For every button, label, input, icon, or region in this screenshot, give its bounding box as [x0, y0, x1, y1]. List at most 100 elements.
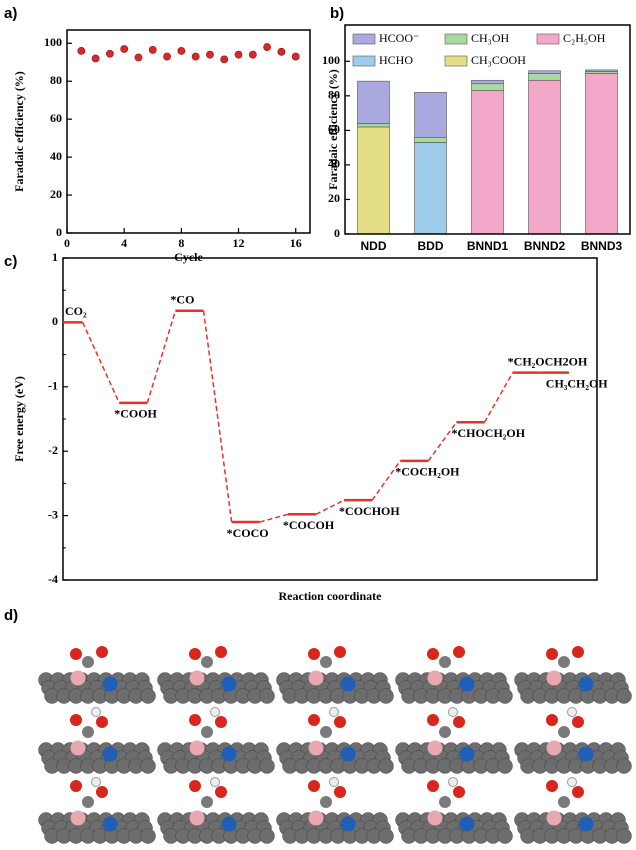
legend-label: CH₃OH	[471, 31, 510, 45]
atom-o	[96, 786, 108, 798]
connector	[483, 372, 514, 423]
atom-b	[427, 810, 443, 826]
snapshot	[276, 707, 394, 774]
atom	[616, 828, 632, 844]
snapshot	[395, 707, 513, 774]
atom-h	[448, 707, 458, 717]
y-tick-label: 80	[50, 73, 62, 87]
snapshot	[514, 777, 632, 844]
panel-label: b)	[330, 5, 344, 22]
atom	[259, 688, 275, 704]
y-tick-label: 20	[50, 187, 62, 201]
atom	[497, 688, 513, 704]
y-tick-label: -2	[48, 443, 58, 457]
atom	[616, 688, 632, 704]
atom-o	[572, 646, 584, 658]
atom-o	[308, 780, 320, 792]
connector	[202, 310, 233, 523]
y-tick-label: 40	[50, 149, 62, 163]
atom-o	[308, 714, 320, 726]
snapshot	[514, 707, 632, 774]
atom	[497, 828, 513, 844]
bar-segment	[528, 79, 561, 235]
atom-c	[82, 726, 94, 738]
state-label: *COCHOH	[339, 504, 400, 518]
atom-o	[215, 646, 227, 658]
atom-n	[102, 746, 118, 762]
atom-h	[329, 707, 339, 717]
legend-label: C₂H₅OH	[563, 31, 606, 45]
y-tick-label: 20	[328, 191, 340, 205]
atom-n	[221, 746, 237, 762]
legend-label: HCHO	[379, 53, 413, 67]
atom-b	[189, 670, 205, 686]
snapshot	[395, 646, 513, 704]
atom-c	[558, 726, 570, 738]
bar-segment	[471, 90, 504, 235]
point	[148, 46, 157, 54]
atom-o	[334, 786, 346, 798]
y-tick-label: -3	[48, 507, 58, 521]
connector	[146, 310, 177, 404]
atom	[378, 688, 394, 704]
atom-b	[308, 670, 324, 686]
atom-c	[439, 726, 451, 738]
y-axis-label: Faradaic efficiency (%)	[326, 69, 340, 190]
atom-b	[189, 810, 205, 826]
atom-c	[82, 656, 94, 668]
atom-o	[572, 786, 584, 798]
x-tick-label: BNND1	[467, 239, 509, 253]
snapshot	[395, 777, 513, 844]
x-tick-label: BDD	[418, 239, 444, 253]
legend-swatch	[352, 55, 376, 67]
point	[234, 50, 243, 59]
atom-n	[459, 746, 475, 762]
state-label: *COCOH	[283, 518, 335, 532]
x-tick-label: BNND3	[581, 239, 623, 253]
point	[177, 46, 186, 55]
atom-c	[320, 796, 332, 808]
atom-c	[558, 796, 570, 808]
atom-c	[439, 796, 451, 808]
atom	[140, 828, 156, 844]
legend-swatch	[444, 55, 468, 67]
snapshot	[276, 646, 394, 704]
panel-label: a)	[4, 5, 17, 22]
point	[134, 53, 143, 62]
y-tick-label: 60	[50, 111, 62, 125]
bar-segment	[357, 80, 390, 124]
atom-b	[70, 810, 86, 826]
point	[163, 52, 171, 61]
atom-h	[329, 777, 339, 787]
atom-h	[567, 707, 577, 717]
atom-n	[459, 676, 475, 692]
atom-n	[340, 746, 356, 762]
y-tick-label: 0	[52, 314, 58, 328]
atom-o	[427, 648, 439, 660]
state-label: *COCH₂OH	[395, 465, 460, 479]
plot-frame	[344, 24, 631, 235]
atom-o	[572, 716, 584, 728]
atom-n	[221, 676, 237, 692]
snapshot	[38, 707, 156, 774]
atom-b	[546, 670, 562, 686]
atom-n	[102, 676, 118, 692]
atom-c	[201, 726, 213, 738]
atom-b	[546, 740, 562, 756]
y-tick-label: 100	[44, 35, 62, 49]
snapshot	[38, 777, 156, 844]
atom-b	[546, 810, 562, 826]
y-tick-label: 60	[328, 122, 340, 136]
atom-h	[91, 777, 101, 787]
atom-o	[189, 714, 201, 726]
atom-o	[70, 780, 82, 792]
atom-o	[308, 648, 320, 660]
bar-segment	[471, 83, 504, 91]
point	[77, 46, 86, 55]
atom-h	[91, 707, 101, 717]
legend-swatch	[444, 33, 468, 45]
atom-o	[546, 714, 558, 726]
y-tick-label: 100	[322, 53, 340, 67]
atom-o	[546, 648, 558, 660]
atom-o	[427, 714, 439, 726]
